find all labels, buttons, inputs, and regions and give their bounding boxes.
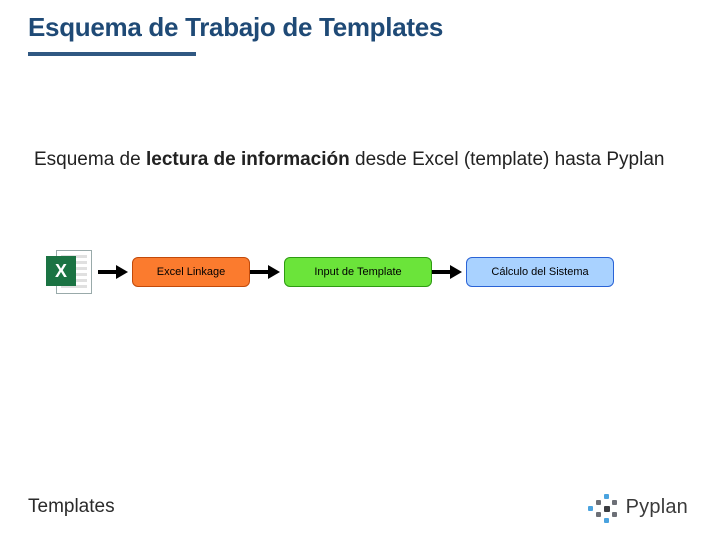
pyplan-logo-text: Pyplan [626,496,688,519]
excel-icon: X [46,248,94,296]
logo-dot [588,506,593,511]
logo-dot [612,512,617,517]
body-paragraph: Esquema de lectura de información desde … [34,148,690,173]
logo-dot [596,500,601,505]
logo-dot [604,494,609,499]
body-post: desde Excel (template) hasta Pyplan [350,149,665,170]
arrow-icon [98,265,132,279]
node-excel-linkage: Excel Linkage [132,257,250,287]
logo-dot [604,506,610,512]
logo-dot [604,518,609,523]
pyplan-logo-mark [584,490,618,524]
logo-dot [612,500,617,505]
arrow-icon [432,265,466,279]
excel-x-icon: X [46,256,76,286]
title-underline [28,52,196,56]
footer-label: Templates [28,496,115,518]
body-bold: lectura de información [146,149,350,170]
node-input-template: Input de Template [284,257,432,287]
page-title: Esquema de Trabajo de Templates [28,12,443,43]
body-pre: Esquema de [34,149,146,170]
arrow-icon [250,265,284,279]
pyplan-logo: Pyplan [584,490,688,524]
node-calc-sistema: Cálculo del Sistema [466,257,614,287]
flow-diagram: X Excel Linkage Input de Template Cálcul… [46,248,614,296]
logo-dot [596,512,601,517]
